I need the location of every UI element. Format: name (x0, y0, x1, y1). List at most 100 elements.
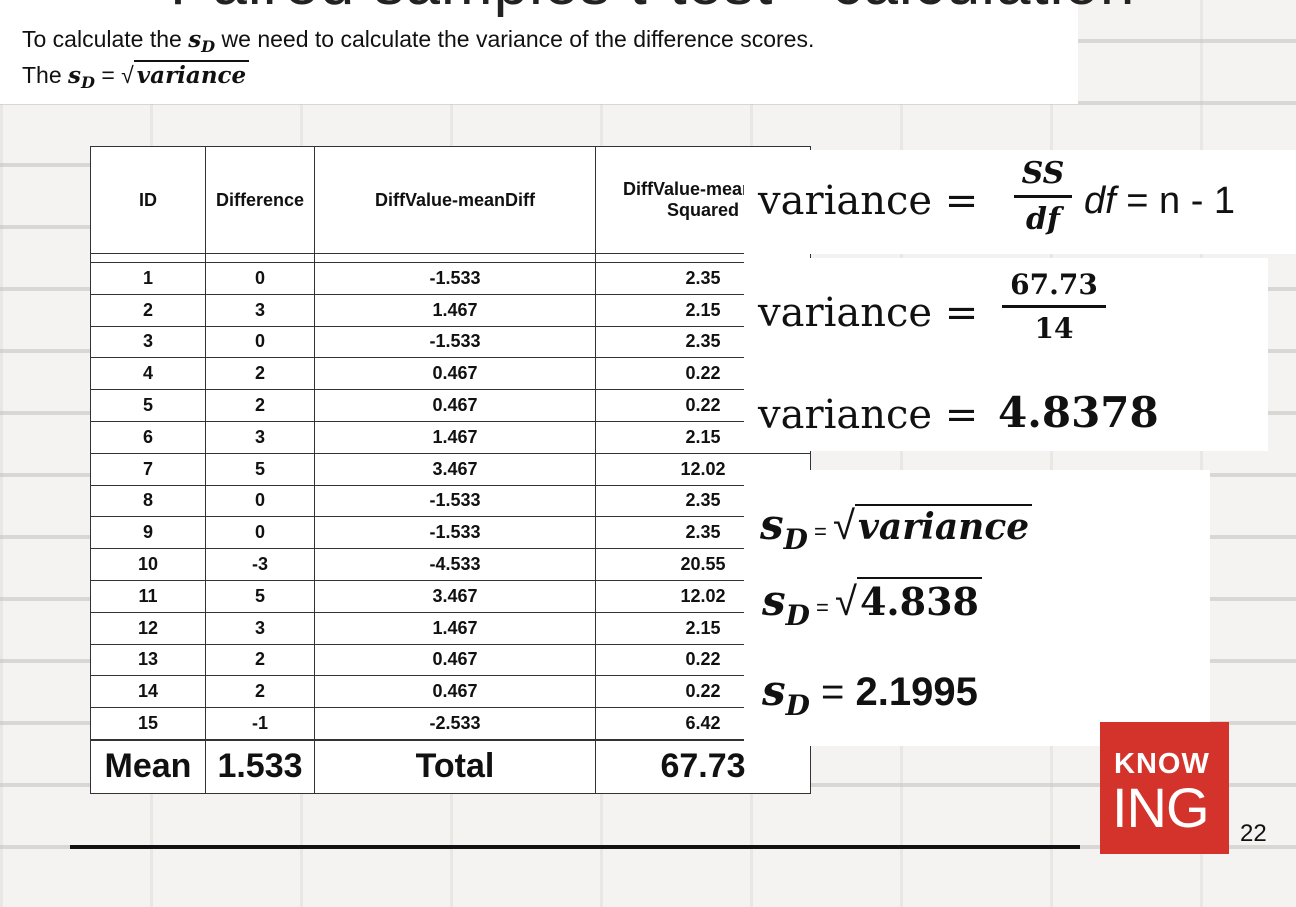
table-cell: 5 (205, 579, 315, 613)
table-cell: 0.467 (314, 389, 596, 422)
fraction-denominator-df: df (1026, 202, 1060, 237)
knowing-logo: KNOW ING (1100, 722, 1229, 854)
variance-label-2: variance = (758, 290, 979, 336)
fraction-bar (1014, 195, 1072, 198)
sd-s-2: s (68, 62, 81, 89)
ss-over-df-fraction: SS df (1014, 156, 1072, 237)
table-cell: -4.533 (314, 548, 596, 581)
table-cell: 1.467 (314, 293, 596, 327)
table-row: 11 5 3.467 12.02 (90, 579, 811, 613)
table-cell: 9 (90, 516, 206, 550)
sd-c-sub: D (785, 689, 810, 722)
table-cell: 6 (90, 420, 206, 454)
sd-b-eq: = (809, 595, 836, 620)
header-diffvalue-meandiff: DiffValue-meanDiff (314, 146, 596, 254)
table-cell: 1 (90, 262, 206, 295)
radical-icon-b: √ (835, 580, 857, 624)
table-gap-row (90, 253, 811, 263)
table-cell: 10 (90, 548, 206, 581)
sd-a-eq: = (807, 519, 834, 544)
table-cell: -1.533 (314, 484, 596, 518)
sd-panel: sD = √variance sD = √4.838 sD = 2.1995 (744, 470, 1210, 746)
variance-result: 4.8378 (998, 388, 1159, 437)
logo-ing: ING (1112, 776, 1210, 839)
table-row: 8 0 -1.533 2.35 (90, 484, 811, 518)
table-row: 9 0 -1.533 2.35 (90, 516, 811, 550)
table-cell: -1.533 (314, 262, 596, 295)
table-row: 5 2 0.467 0.22 (90, 389, 811, 422)
sd-b-arg: 4.838 (856, 577, 982, 624)
sd-symbol-c: sD (762, 666, 810, 722)
sd-c-s: s (762, 666, 786, 715)
fraction-denominator-value: 14 (1034, 312, 1074, 345)
table-cell: 7 (90, 452, 206, 486)
table-cell: 5 (205, 452, 315, 486)
table-row: 3 0 -1.533 2.35 (90, 325, 811, 359)
df-rest: = n - 1 (1115, 180, 1236, 222)
gap-cell (314, 253, 596, 263)
table-cell: -1.533 (314, 325, 596, 359)
formula-panel-2: variance = 67.73 14 variance = 4.8378 (744, 258, 1268, 451)
slide-title: Paired samples t-test - calculation (170, 0, 1135, 19)
table-cell: 0 (205, 484, 315, 518)
header-band (0, 0, 1078, 104)
table-cell: 2 (205, 643, 315, 677)
sd-formula-1: sD = √variance (760, 500, 1033, 556)
sd-symbol-b: sD (762, 576, 810, 632)
header-difference: Difference (205, 146, 315, 254)
fraction-numerator-value: 67.73 (1010, 268, 1098, 301)
table-row: 7 5 3.467 12.02 (90, 452, 811, 486)
sd-symbol-a: sD (760, 500, 808, 556)
table-row: 12 3 1.467 2.15 (90, 611, 811, 645)
table-cell: 3.467 (314, 579, 596, 613)
header-3-text: DiffValue-meanDiff (374, 189, 536, 210)
summary-cell: Mean (90, 738, 206, 794)
page-number: 22 (1240, 820, 1267, 847)
table-cell: 11 (90, 579, 206, 613)
table-cell: 5 (90, 389, 206, 422)
summary-row: Mean 1.533 Total 67.73 (90, 738, 811, 794)
table-cell: -1 (205, 707, 315, 741)
table-cell: 4 (90, 357, 206, 391)
table-cell: 1.467 (314, 420, 596, 454)
formula-panel-1: variance = SS df df = n - 1 (744, 150, 1296, 254)
table-row: 1 0 -1.533 2.35 (90, 262, 811, 295)
sd-symbol-2: sD (68, 62, 95, 92)
table-body: 1 0 -1.533 2.35 2 3 1.467 2.15 3 0 -1.533 2.35 4 2 0.4… (90, 253, 811, 794)
sd-a-arg: variance (854, 504, 1033, 548)
table-cell: 3 (90, 325, 206, 359)
summary-cell: 67.73 (595, 738, 811, 794)
gap-cell (205, 253, 315, 263)
table-cell: 3 (205, 293, 315, 327)
df-equation: df = n - 1 (1084, 180, 1235, 223)
table-row: 2 3 1.467 2.15 (90, 293, 811, 327)
table-row: 10 -3 -4.533 20.55 (90, 548, 811, 581)
table-header-row: ID Difference DiffValue-meanDiff DiffVal… (90, 146, 811, 254)
sd-b-sub: D (785, 599, 810, 632)
table-row: 15 -1 -2.533 6.42 (90, 707, 811, 741)
table-cell: 3 (205, 420, 315, 454)
sd-c-eq: = (809, 670, 856, 714)
radical-icon: √ (121, 62, 134, 88)
sd-sub: D (201, 36, 216, 56)
sd-formula-2: sD = √4.838 (762, 576, 982, 632)
table-cell: -1.533 (314, 516, 596, 550)
sd-b-s: s (762, 576, 786, 625)
sd-sub-2: D (80, 72, 95, 92)
fraction-numerator-ss: SS (1021, 156, 1065, 191)
table-cell: 3 (205, 611, 315, 645)
table-cell: 13 (90, 643, 206, 677)
logo-know: KNOW (1114, 748, 1210, 780)
table-cell: 2 (90, 293, 206, 327)
table-cell: 0.467 (314, 643, 596, 677)
table-row: 6 3 1.467 2.15 (90, 420, 811, 454)
table-cell: 2 (205, 675, 315, 709)
table-row: 14 2 0.467 0.22 (90, 675, 811, 709)
table-row: 13 2 0.467 0.22 (90, 643, 811, 677)
header-4-text: DiffValue-meanDiff Squared (622, 179, 784, 220)
sd-s: s (188, 26, 202, 53)
intro-line-1: To calculate the sD we need to calculate… (22, 26, 814, 56)
table-cell: 12 (90, 611, 206, 645)
table-cell: 3.467 (314, 452, 596, 486)
header-id: ID (90, 146, 206, 254)
